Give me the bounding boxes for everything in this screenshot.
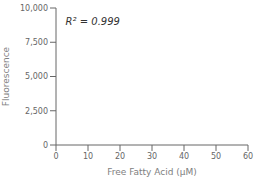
svg-text:50: 50 <box>211 152 221 161</box>
svg-text:Free Fatty Acid (µM): Free Fatty Acid (µM) <box>107 167 197 177</box>
svg-text:5,000: 5,000 <box>25 72 48 81</box>
svg-text:2,500: 2,500 <box>25 107 48 116</box>
svg-text:7,500: 7,500 <box>25 38 48 47</box>
svg-text:0: 0 <box>53 152 58 161</box>
svg-text:60: 60 <box>243 152 252 161</box>
svg-text:10: 10 <box>83 152 93 161</box>
svg-text:40: 40 <box>179 152 189 161</box>
svg-text:30: 30 <box>147 152 157 161</box>
svg-text:Fluorescence: Fluorescence <box>8 46 11 106</box>
svg-text:0: 0 <box>43 141 48 150</box>
svg-text:10,000: 10,000 <box>20 4 48 13</box>
svg-text:20: 20 <box>115 152 125 161</box>
html-text:R² = 0.999: R² = 0.999 <box>65 16 120 28</box>
